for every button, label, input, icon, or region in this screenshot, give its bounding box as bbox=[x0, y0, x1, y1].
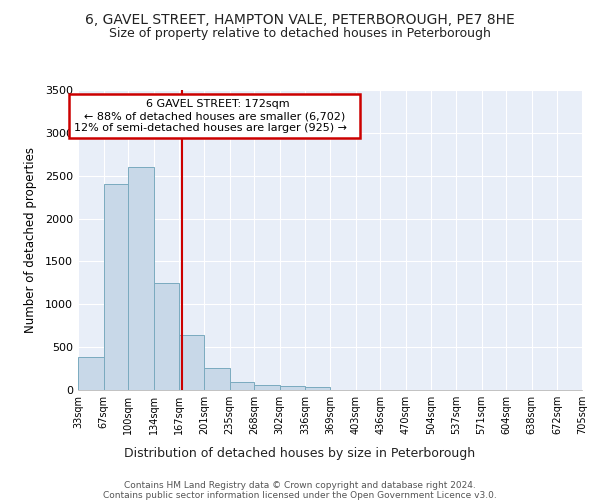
Bar bbox=[280, 386, 305, 390]
Text: 6, GAVEL STREET, HAMPTON VALE, PETERBOROUGH, PE7 8HE: 6, GAVEL STREET, HAMPTON VALE, PETERBORO… bbox=[85, 12, 515, 26]
Y-axis label: Number of detached properties: Number of detached properties bbox=[23, 147, 37, 333]
Text: 6 GAVEL STREET: 172sqm
← 88% of detached houses are smaller (6,702)
12% of semi-: 6 GAVEL STREET: 172sqm ← 88% of detached… bbox=[74, 100, 355, 132]
Bar bbox=[305, 387, 330, 390]
Text: Contains public sector information licensed under the Open Government Licence v3: Contains public sector information licen… bbox=[103, 491, 497, 500]
Text: Contains HM Land Registry data © Crown copyright and database right 2024.: Contains HM Land Registry data © Crown c… bbox=[124, 481, 476, 490]
Bar bbox=[104, 184, 128, 390]
Text: Size of property relative to detached houses in Peterborough: Size of property relative to detached ho… bbox=[109, 28, 491, 40]
Bar bbox=[229, 382, 254, 390]
Bar bbox=[204, 368, 229, 390]
Bar bbox=[179, 335, 204, 390]
Bar bbox=[154, 283, 179, 390]
Bar bbox=[254, 386, 280, 390]
Bar bbox=[78, 358, 104, 390]
Bar bbox=[128, 167, 154, 390]
Text: Distribution of detached houses by size in Peterborough: Distribution of detached houses by size … bbox=[124, 448, 476, 460]
